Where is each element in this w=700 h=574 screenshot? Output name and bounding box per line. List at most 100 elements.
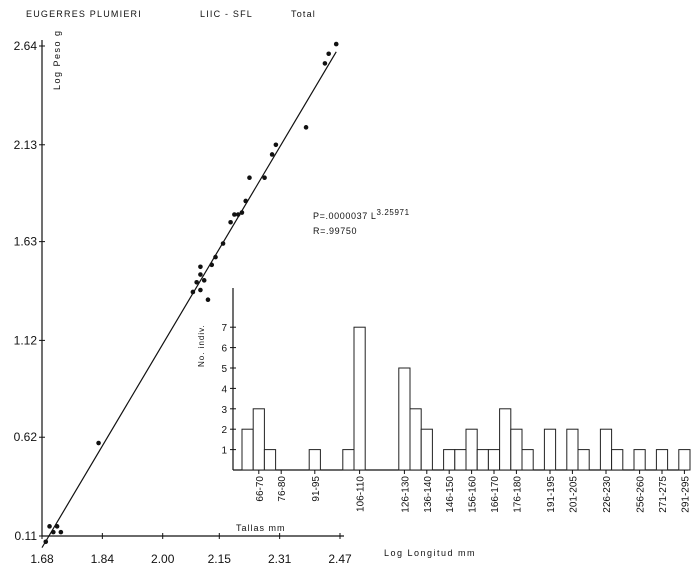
histogram-bar — [487, 449, 501, 471]
histogram-y-tick-label: 2 — [221, 425, 227, 436]
histogram-bar — [398, 367, 411, 471]
data-point — [58, 529, 64, 535]
histogram-bar — [476, 449, 489, 471]
data-point — [247, 175, 252, 180]
equation-r: R=.99750 — [313, 226, 358, 236]
data-point — [322, 61, 328, 66]
histogram-bar — [420, 428, 433, 471]
y-tick-label: 0.11 — [15, 529, 38, 543]
histogram-x-tick-label: 191-195 — [546, 476, 557, 513]
histogram-bar — [353, 326, 366, 471]
x-tick-label: 2.47 — [328, 552, 352, 566]
data-point — [213, 254, 218, 260]
histogram-bar — [263, 449, 277, 471]
histogram-x-tick-label: 226-230 — [602, 476, 613, 513]
histogram-bar — [454, 449, 467, 471]
data-point — [220, 241, 226, 246]
x-tick-label: 1.68 — [30, 552, 54, 566]
histogram-y-tick-label: 6 — [221, 344, 227, 355]
x-tick-label: 2.15 — [208, 552, 232, 566]
histogram-y-tick-label: 4 — [221, 384, 227, 395]
data-point — [235, 212, 241, 217]
y-tick-label: 1.12 — [14, 333, 38, 347]
histogram-y-tick-label: 7 — [221, 323, 227, 334]
data-point — [201, 278, 207, 283]
data-point — [228, 219, 233, 225]
histogram-bar — [465, 428, 478, 471]
histogram-bar — [543, 428, 557, 471]
data-point — [190, 289, 196, 295]
histogram-y-tick-label: 3 — [221, 405, 227, 416]
histogram-y-tick-label: 1 — [221, 446, 227, 457]
histogram-bar — [566, 428, 579, 471]
histogram-bar — [342, 449, 355, 471]
histogram-x-tick-label: 156-160 — [468, 476, 479, 513]
scatter-plot: 0.11 0.62 1.12 1.63 2.13 2.64 1.68 1.84 2.00 2.15… — [14, 39, 352, 566]
data-point — [43, 539, 49, 545]
histogram-x-tick-label: 126-130 — [400, 476, 411, 513]
x-tick-label: 2.00 — [151, 552, 175, 566]
histogram-bar — [241, 428, 254, 471]
data-point — [269, 152, 275, 157]
histogram-bar — [611, 449, 624, 471]
equation-p: P=.0000037 L3.25971 — [313, 208, 410, 221]
y-axis-label: Log Peso g — [52, 29, 62, 90]
data-point — [209, 262, 215, 268]
data-point — [51, 529, 56, 535]
histogram-bar — [252, 408, 265, 471]
histogram-bar — [577, 449, 590, 471]
data-point — [333, 41, 339, 47]
data-point — [96, 440, 101, 446]
histogram-x-tick-label: 256-260 — [636, 476, 647, 513]
data-point — [198, 287, 203, 293]
data-point — [232, 212, 237, 217]
histogram-bar — [409, 408, 422, 471]
histogram-bar — [678, 449, 691, 471]
histogram-y-label: No. indiv. — [197, 324, 206, 367]
data-point — [47, 524, 52, 529]
histogram-x-label: Tallas mm — [236, 523, 286, 533]
histogram-x-tick-label: 271-275 — [658, 476, 669, 513]
regression-line — [41, 51, 337, 548]
group-label: Total — [291, 9, 317, 19]
histogram-bar — [521, 449, 534, 471]
data-point — [262, 175, 267, 180]
equation-exponent: 3.25971 — [376, 208, 410, 217]
histogram-bar — [633, 449, 646, 471]
y-tick-label: 1.63 — [14, 235, 38, 249]
data-point — [239, 210, 245, 215]
data-point — [198, 264, 203, 270]
histogram: 1 2 3 4 5 6 7 66-70 76-80 91-95 106-110 126-130 136-… — [221, 288, 691, 513]
location-code: LIIC - SFL — [200, 9, 254, 19]
histogram-x-tick-label: 106-110 — [356, 476, 367, 512]
histogram-bar — [443, 449, 456, 471]
histogram-bar — [599, 428, 613, 471]
data-point — [205, 297, 211, 303]
data-point — [243, 198, 248, 204]
histogram-bar — [308, 449, 321, 471]
y-tick-label: 2.13 — [14, 138, 38, 152]
data-point — [54, 524, 60, 529]
histogram-y-tick-label: 5 — [221, 364, 227, 375]
data-point — [198, 272, 203, 277]
histogram-x-tick-label: 176-180 — [512, 476, 523, 513]
histogram-x-tick-label: 146-150 — [445, 476, 456, 513]
equation-p-text: P=.0000037 L — [313, 211, 377, 221]
histogram-x-tick-label: 91-95 — [311, 476, 322, 502]
x-axis-label: Log Longitud mm — [384, 548, 477, 558]
y-tick-label: 0.62 — [14, 430, 38, 444]
x-tick-label: 1.84 — [91, 552, 115, 566]
data-point — [194, 279, 199, 285]
histogram-bar — [655, 449, 669, 471]
histogram-x-tick-label: 166-170 — [490, 476, 501, 513]
histogram-x-tick-label: 201-205 — [568, 476, 579, 513]
histogram-x-tick-label: 136-140 — [423, 476, 434, 513]
x-tick-label: 2.31 — [268, 552, 292, 566]
data-point — [273, 142, 279, 148]
data-point — [326, 51, 331, 57]
species-title: EUGERRES PLUMIERI — [26, 9, 142, 19]
histogram-x-tick-label: 76-80 — [277, 476, 288, 502]
histogram-bar — [510, 428, 523, 471]
histogram-x-tick-label: 66-70 — [255, 476, 266, 502]
